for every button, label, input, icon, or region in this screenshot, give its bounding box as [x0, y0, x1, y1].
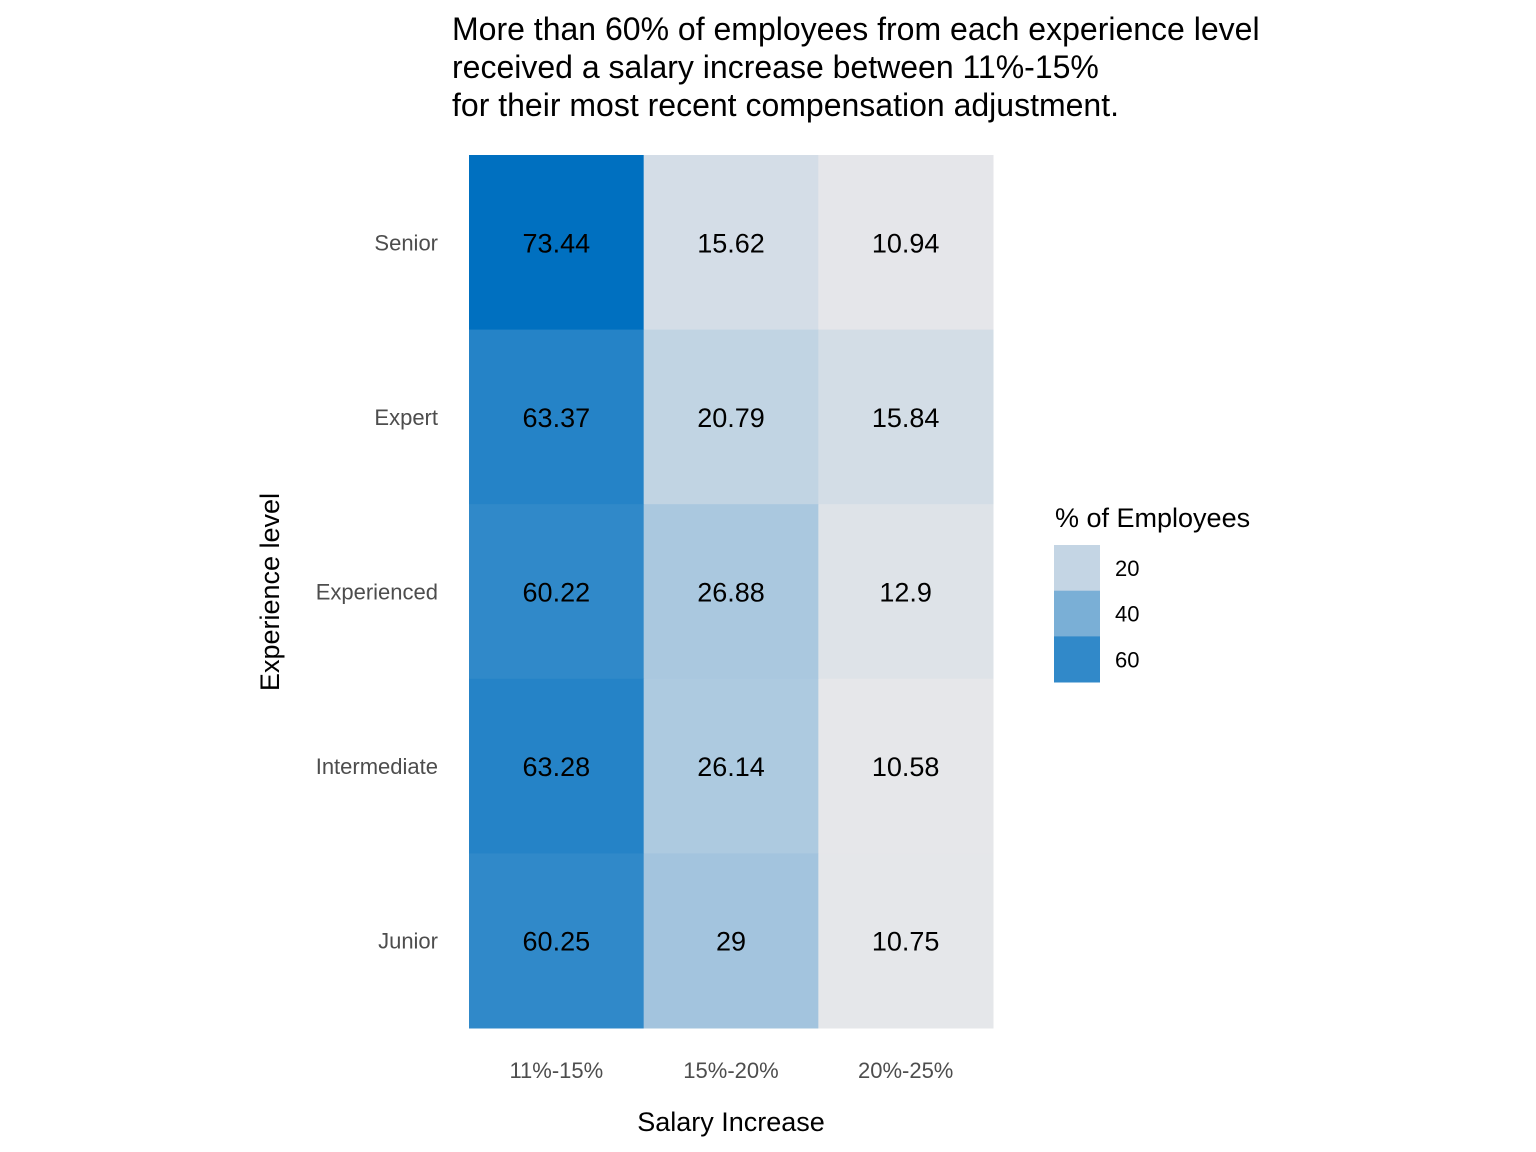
heatmap-cell	[469, 155, 645, 331]
cell-value-label: 10.75	[872, 927, 940, 957]
heatmap-cell	[818, 853, 994, 1029]
title-line-2: received a salary increase between 11%-1…	[452, 49, 1099, 85]
legend-title: % of Employees	[1055, 503, 1250, 533]
cell-value-label: 73.44	[523, 228, 591, 258]
cell-value-label: 10.58	[872, 752, 940, 782]
cell-value-label: 63.28	[523, 752, 591, 782]
heatmap-cell	[469, 853, 645, 1029]
x-axis-ticks: 11%-15% 15%-20% 20%-25%	[509, 1058, 953, 1083]
legend-key-label: 40	[1115, 602, 1139, 627]
heatmap-cell	[643, 155, 819, 331]
y-tick-label: Junior	[378, 929, 438, 954]
cell-value-label: 29	[716, 927, 746, 957]
heatmap-cell	[643, 853, 819, 1029]
cell-value-label: 26.14	[697, 752, 765, 782]
y-tick-label: Experienced	[316, 580, 438, 605]
chart-title: More than 60% of employees from each exp…	[452, 10, 1452, 124]
x-tick-label: 15%-20%	[683, 1058, 778, 1083]
legend-key-label: 20	[1115, 556, 1139, 581]
heatmap-cell	[643, 504, 819, 680]
x-tick-label: 20%-25%	[858, 1058, 953, 1083]
heatmap-cell	[818, 155, 994, 331]
cell-value-label: 12.9	[879, 578, 932, 608]
cell-value-label: 60.22	[523, 578, 591, 608]
heatmap-cell	[818, 678, 994, 854]
cell-value-label: 15.62	[697, 228, 765, 258]
legend-keys: 20 40 60	[1054, 545, 1139, 683]
title-line-1: More than 60% of employees from each exp…	[452, 11, 1260, 47]
heatmap-cells	[469, 155, 994, 1029]
heatmap-cell	[643, 678, 819, 854]
cell-value-label: 15.84	[872, 403, 940, 433]
cell-value-label: 60.25	[523, 927, 591, 957]
heatmap-cell	[469, 678, 645, 854]
y-axis-title: Experience level	[255, 493, 285, 691]
heatmap-cell	[469, 329, 645, 505]
x-axis-title: Salary Increase	[637, 1107, 825, 1137]
legend-key-swatch	[1054, 590, 1100, 637]
legend: % of Employees 20 40 60	[1054, 503, 1250, 683]
x-tick-label: 11%-15%	[509, 1058, 603, 1083]
heatmap-cell	[818, 504, 994, 680]
title-line-3: for their most recent compensation adjus…	[452, 87, 1119, 123]
y-tick-label: Expert	[374, 405, 438, 430]
heatmap-cell	[469, 504, 645, 680]
cell-value-label: 20.79	[697, 403, 765, 433]
legend-key-swatch	[1054, 636, 1100, 683]
cell-value-label: 26.88	[697, 578, 765, 608]
y-tick-label: Intermediate	[316, 754, 438, 779]
cell-value-label: 10.94	[872, 228, 940, 258]
legend-key-label: 60	[1115, 647, 1139, 672]
legend-key-swatch	[1054, 545, 1100, 592]
heatmap-cell	[643, 329, 819, 505]
y-tick-label: Senior	[374, 230, 438, 255]
heatmap-cell-labels: 73.44 15.62 10.94 63.37 20.79 15.84 60.22 26.88…	[523, 228, 940, 956]
cell-value-label: 63.37	[523, 403, 591, 433]
y-axis-ticks: Senior Expert Experienced Intermediate Junio…	[316, 230, 438, 953]
heatmap-cell	[818, 329, 994, 505]
